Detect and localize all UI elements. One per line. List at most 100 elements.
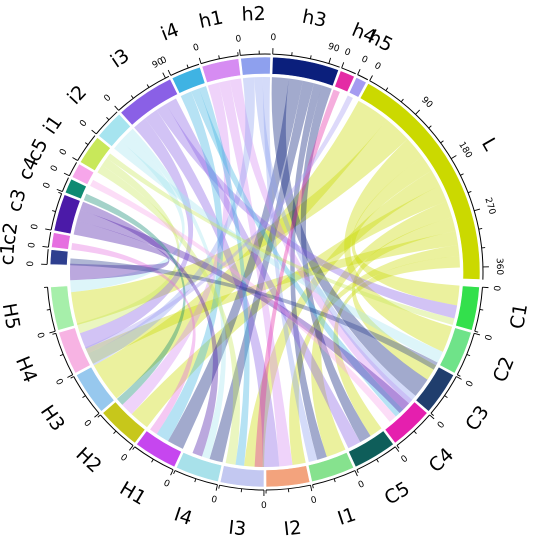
sector-arc-i4 [171, 66, 206, 94]
tick-label-h5: 0 [360, 54, 370, 66]
tick-i2 [106, 116, 110, 121]
tick-L [385, 87, 389, 91]
sector-arc-c2 [51, 232, 71, 250]
tick-label-C3: 0 [465, 379, 477, 389]
tick-i3 [130, 95, 134, 99]
tick-label-i3: 0 [102, 93, 113, 104]
sector-label-L: L [477, 134, 502, 154]
tick-C4 [396, 445, 400, 449]
sector-arc-i3 [120, 78, 179, 126]
tick-L [467, 191, 472, 194]
sector-i1: 0 i1 [39, 112, 111, 172]
tick-i3 [162, 72, 166, 79]
tick-h1 [198, 57, 202, 64]
tick-H2 [113, 430, 117, 434]
sector-arc-i1 [79, 137, 111, 172]
tick-label-L: 180 [456, 140, 474, 160]
tick-H3 [70, 376, 74, 379]
tick-label-C1: 0 [493, 285, 503, 292]
sector-label-I4: I4 [171, 503, 195, 529]
tick-label-L: 270 [482, 197, 497, 217]
chord-i4-H1 [156, 91, 224, 442]
sector-arc-L [359, 82, 481, 280]
sector-label-C3: C3 [461, 402, 494, 435]
sector-arc-h1 [201, 58, 241, 84]
tick-label-c1: 0 [26, 261, 36, 267]
sector-label-I3: I3 [227, 517, 247, 541]
chord-h4-I2 [254, 89, 340, 467]
chord-h1-I2 [218, 80, 293, 467]
sector-label-c1: c1 [0, 242, 19, 266]
tick-label-I3: 0 [261, 501, 267, 511]
tick-c5 [63, 172, 70, 177]
chord-L-H4 [85, 230, 459, 364]
sector-label-H4: H4 [11, 353, 41, 386]
tick-H1 [132, 446, 136, 450]
tick-C3 [444, 395, 448, 398]
tick-label-h4: 0 [343, 47, 352, 58]
tick-label-L: 360 [494, 258, 504, 276]
sector-arc-i2 [98, 113, 132, 148]
sector-arc-C5 [348, 430, 394, 468]
tick-label-I1: 0 [357, 479, 367, 491]
tick-I4 [194, 478, 197, 483]
tick-H2 [129, 445, 134, 451]
tick-L [460, 173, 464, 176]
tick-I4 [173, 470, 176, 474]
axis-L [369, 80, 484, 280]
chord-h2-H3 [87, 77, 255, 366]
tick-C2 [474, 332, 481, 336]
sector-label-i2: i2 [63, 81, 91, 109]
sector-arc-I4 [175, 451, 223, 483]
tick-label-h3: 90 [327, 42, 341, 55]
chord-i1-I3 [97, 165, 240, 465]
axis-C4 [396, 414, 430, 446]
chord-i2-H5 [70, 133, 185, 293]
tick-label-i3: 90 [151, 57, 166, 71]
tick-L [450, 155, 457, 160]
tick-h1 [218, 55, 220, 59]
chord-i2-C2 [114, 140, 443, 363]
chord-c3-I4 [80, 201, 219, 457]
tick-I1 [312, 484, 314, 489]
tick-H4 [59, 353, 64, 357]
sector-label-I2: I2 [283, 517, 303, 541]
sector-arc-c3 [53, 194, 81, 235]
sector-arc-c5 [71, 163, 95, 185]
sector-h2: 0 h2 [235, 3, 271, 76]
chord-i2-I4 [127, 128, 226, 459]
sector-arc-h3 [271, 56, 340, 87]
tick-c4 [56, 188, 63, 193]
tick-h2 [239, 49, 241, 56]
tick-C5 [376, 458, 379, 463]
tick-h5 [357, 69, 361, 75]
axis-h4 [341, 67, 356, 75]
sector-label-C4: C4 [425, 444, 459, 477]
tick-C2 [457, 374, 461, 377]
tick-I2 [310, 485, 313, 492]
sector-c1: 0 c1 [0, 242, 69, 267]
tick-H1 [170, 469, 174, 476]
sector-h1: 0 h1 [192, 6, 241, 84]
axis-i3 [118, 75, 170, 111]
tick-label-c2: 0 [27, 242, 38, 249]
chord-links [70, 76, 460, 468]
sector-arc-H1 [136, 430, 182, 468]
sector-arc-h4 [334, 70, 355, 93]
tick-I1 [333, 478, 336, 483]
tick-H5 [46, 308, 51, 311]
chord-L-H5 [71, 119, 408, 326]
chord-L-C3 [351, 217, 456, 380]
tick-i4 [186, 64, 189, 69]
chord-h1-H2 [122, 82, 231, 415]
tick-C3 [430, 413, 434, 416]
tick-C2 [466, 353, 471, 357]
tick-label-H2: 0 [118, 453, 129, 465]
tick-i1 [72, 157, 78, 161]
tick-c3 [45, 228, 52, 231]
chord-h3-I4 [209, 80, 314, 463]
sector-arc-h5 [348, 76, 367, 98]
tick-H3 [94, 413, 100, 418]
tick-label-c3: 0 [30, 223, 41, 231]
